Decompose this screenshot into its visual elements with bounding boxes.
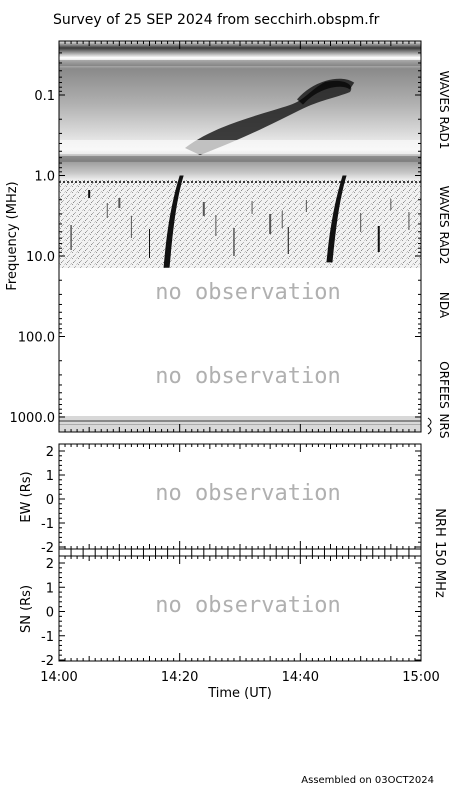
instrument-label: NDA	[437, 292, 450, 319]
rs-tick-label: 2	[46, 557, 54, 572]
nrh-label: NRH 150 MHz	[432, 508, 447, 598]
instrument-label: WAVES RAD1	[437, 71, 450, 150]
sn-no-observation: no observation	[155, 593, 340, 618]
instrument-label: NRS	[437, 414, 450, 439]
instrument-label: ORFEES	[437, 361, 450, 408]
rs-tick-label: 1	[46, 581, 54, 596]
instrument-labels: WAVES RAD1 WAVES RAD2 NDA ORFEES NRS	[427, 71, 450, 439]
spectrum-y-ticks: 0.1 1.0 10.0 100.0 1000.0	[10, 52, 421, 426]
time-axis-label: Time (UT)	[207, 686, 272, 701]
orfees-no-observation: no observation	[155, 364, 340, 389]
instrument-label: WAVES RAD2	[437, 186, 450, 265]
ew-no-observation: no observation	[155, 481, 340, 506]
sn-axis-label: SN (Rs)	[19, 585, 34, 633]
rs-tick-label: -2	[41, 541, 54, 556]
rs-tick-label: -1	[41, 630, 54, 645]
x-tick-label: 14:40	[282, 670, 319, 685]
ew-axis-label: EW (Rs)	[19, 471, 34, 522]
x-tick-label: 15:00	[402, 670, 439, 685]
rad2-spectrogram	[59, 180, 421, 268]
nrs-brace	[427, 417, 432, 435]
rad1-dark-feature	[185, 80, 352, 155]
panel-separator-ticks	[58, 549, 422, 556]
time-x-ticks: 14:00 14:20 14:40 15:00	[40, 41, 440, 685]
rad2-streaks	[70, 190, 410, 258]
type-iii-burst	[326, 175, 347, 263]
spectrum-y-tick-label: 1.0	[34, 170, 55, 185]
rs-tick-label: 1	[46, 469, 54, 484]
spectrum-y-tick-label: 10.0	[26, 250, 55, 265]
x-tick-label: 14:00	[40, 670, 77, 685]
ew-y-ticks: 2 1 0 -1 -2	[41, 445, 421, 556]
rs-tick-label: -2	[41, 654, 54, 669]
rad2-bursts	[163, 175, 347, 268]
nda-no-observation: no observation	[155, 280, 340, 305]
rs-tick-label: -1	[41, 517, 54, 532]
rs-tick-label: 0	[46, 606, 54, 621]
spectrum-y-tick-label: 1000.0	[10, 411, 56, 426]
figure-title: Survey of 25 SEP 2024 from secchirh.obsp…	[53, 12, 380, 28]
rs-tick-label: 0	[46, 493, 54, 508]
spectrum-y-tick-label: 100.0	[18, 331, 55, 346]
type-iii-burst	[163, 175, 184, 268]
frequency-axis-label: Frequency (MHz)	[5, 181, 20, 290]
x-tick-label: 14:20	[161, 670, 198, 685]
spectrum-y-tick-label: 0.1	[34, 89, 55, 104]
assembled-footer: Assembled on 03OCT2024	[301, 775, 434, 786]
rs-tick-label: 2	[46, 445, 54, 460]
